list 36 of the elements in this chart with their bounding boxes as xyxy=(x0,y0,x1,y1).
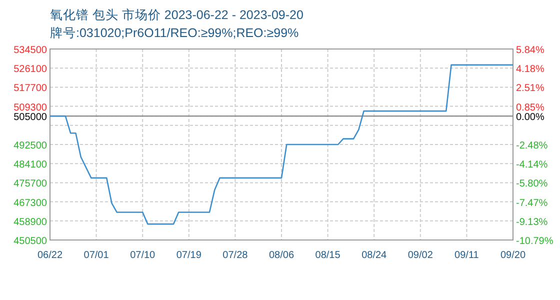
chart-title: 氧化镨 包头 市场价 2023-06-22 - 2023-09-20 xyxy=(50,8,304,22)
y2-tick-label: -2.48% xyxy=(516,140,548,152)
y2-tick-label: 0.85% xyxy=(516,102,544,114)
x-tick-label: 08/24 xyxy=(362,250,388,261)
x-tick-label: 07/10 xyxy=(130,250,156,261)
y2-tick-label: 2.51% xyxy=(516,83,544,94)
y2-tick-label: -5.80% xyxy=(516,178,548,190)
y-tick-label: 492500 xyxy=(14,140,48,152)
y2-tick-label: -9.13% xyxy=(516,216,548,228)
y-tick-label: 450500 xyxy=(14,236,48,247)
y2-tick-label: -7.47% xyxy=(516,198,548,209)
x-tick-label: 07/01 xyxy=(84,250,110,261)
y2-tick-label: -10.79% xyxy=(516,236,554,247)
y-tick-label: 458900 xyxy=(14,216,48,228)
y-tick-label: 505000 xyxy=(14,112,48,124)
line-series xyxy=(49,64,514,225)
x-tick-label: 09/20 xyxy=(500,250,526,261)
x-tick-label: 07/19 xyxy=(176,250,202,261)
y-tick-label: 475700 xyxy=(14,178,48,190)
y-tick-label: 467300 xyxy=(14,198,48,209)
y-tick-label: 534500 xyxy=(14,45,48,56)
y-tick-label: 484100 xyxy=(14,160,48,171)
x-tick-label: 08/06 xyxy=(268,250,294,261)
y-tick-label: 509300 xyxy=(14,102,48,114)
y-tick-label: 526100 xyxy=(14,64,48,76)
y2-tick-label: -4.14% xyxy=(516,160,548,171)
y2-tick-label: 5.84% xyxy=(516,45,544,56)
x-tick-label: 09/11 xyxy=(454,250,480,261)
y-tick-label: 517700 xyxy=(14,83,48,94)
x-tick-label: 08/15 xyxy=(315,250,341,261)
x-tick-label: 09/02 xyxy=(408,250,434,261)
x-tick-label: 07/28 xyxy=(222,250,248,261)
x-tick-label: 06/22 xyxy=(37,250,63,261)
y2-tick-label: 0.00% xyxy=(516,112,544,124)
chart-subtitle: 牌号:031020;Pr6O11/REO:≥99%;REO:≥99% xyxy=(50,26,299,40)
y2-tick-label: 4.18% xyxy=(516,64,544,76)
